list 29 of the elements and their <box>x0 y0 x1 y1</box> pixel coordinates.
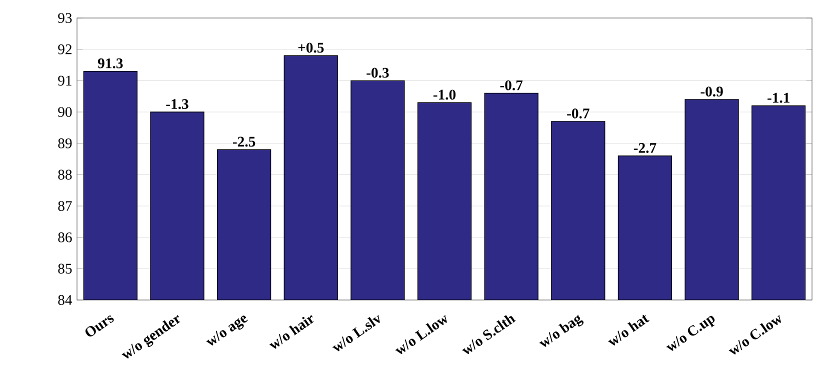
y-tick-label: 88 <box>58 170 72 180</box>
annotation: -1.3 <box>166 99 188 110</box>
x-tick-label: Ours <box>85 315 114 336</box>
x-tick-label: w/o hat <box>608 314 650 346</box>
y-tick-label: 86 <box>58 232 72 242</box>
y-tick-label: 87 <box>58 201 72 211</box>
x-tick-label: w/o C.up <box>666 316 715 351</box>
y-tick-label: 84 <box>58 295 72 305</box>
annotation: -0.7 <box>500 80 523 90</box>
y-tick-label: 92 <box>58 44 72 54</box>
y-tick-label: 90 <box>58 107 72 117</box>
y-tick-label: 85 <box>58 264 72 274</box>
annotation: -0.9 <box>700 86 723 97</box>
x-tick-label: w/o age <box>206 316 248 346</box>
y-tick-label: 89 <box>58 138 72 148</box>
annotation: -2.5 <box>232 136 256 147</box>
y-tick-label: 93 <box>58 13 72 23</box>
annotation: 91.3 <box>98 58 123 68</box>
annotation: -0.3 <box>366 68 389 78</box>
x-tick-label: w/o C.low <box>728 315 782 355</box>
x-tick-label: w/o hair <box>269 315 314 349</box>
y-tick-label: 91 <box>58 76 72 86</box>
annotation: -1.0 <box>433 90 456 100</box>
x-tick-label: w/o L.slv <box>332 315 380 352</box>
x-tick-label: w/o bag <box>539 314 584 347</box>
annotation: -0.7 <box>567 108 590 118</box>
annotation: +0.5 <box>298 42 324 53</box>
annotation: -1.1 <box>768 92 790 103</box>
annotation: -2.7 <box>634 143 656 153</box>
